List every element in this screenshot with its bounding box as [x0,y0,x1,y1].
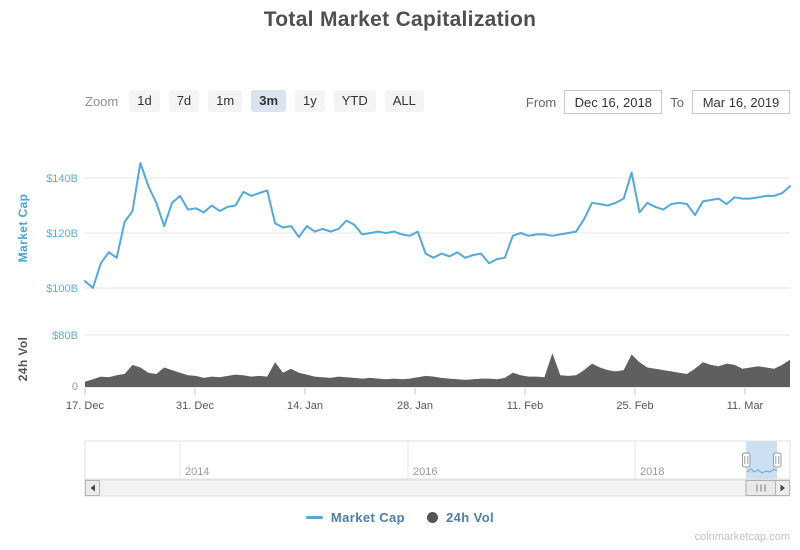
yaxis-label-140b: $140B [46,173,78,185]
zoom-button-1y[interactable]: 1y [295,90,325,113]
watermark: coinmarketcap.com [694,531,790,543]
legend-item-market-cap[interactable]: Market Cap [305,510,405,525]
legend-label-24h-vol: 24h Vol [446,510,495,525]
to-date-input[interactable] [692,90,790,114]
xaxis-label-31dec: 31. Dec [176,400,214,412]
zoom-label: Zoom [85,93,119,109]
scrollbar-right-button[interactable] [775,480,790,496]
legend-label-market-cap: Market Cap [330,510,405,525]
navigator-label-2014: 2014 [185,466,209,478]
from-date-input[interactable] [564,90,663,114]
navigator-left-handle[interactable] [742,452,751,468]
legend: Market Cap 24h Vol [0,510,800,525]
zoom-button-1m[interactable]: 1m [208,90,243,113]
zoom-button-ytd[interactable]: YTD [333,90,376,113]
navigator-right-handle[interactable] [773,452,782,468]
xaxis-label-28jan: 28. Jan [397,400,433,412]
yaxis-label-80b: $80B [52,330,78,342]
navigator-label-2016: 2016 [413,466,437,478]
volume-dot-icon [427,512,438,523]
scrollbar-left-button[interactable] [85,480,100,496]
scrollbar[interactable] [84,479,791,497]
navigator-track[interactable] [84,440,791,480]
marketcap-gridlines [85,177,790,289]
plot-area[interactable] [85,140,790,387]
xaxis-label-11feb: 11. Feb [507,400,544,412]
to-label: To [670,94,684,110]
scrollbar-right-arrow-icon [780,484,785,492]
volume-axis-title: 24h Vol [16,337,30,382]
scrollbar-thumb[interactable] [745,480,777,496]
page-title: Total Market Capitalization [263,8,537,31]
marketcap-axis-title: Market Cap [16,194,30,263]
navigator-series-preview [746,468,778,474]
zoom-button-1d[interactable]: 1d [129,90,160,113]
yaxis-label-120b: $120B [46,228,78,240]
scrollbar-track[interactable] [84,479,791,497]
xaxis-label-25feb: 25. Feb [616,400,653,412]
yaxis-label-100b: $100B [46,283,78,295]
zoom-button-7d[interactable]: 7d [168,90,200,113]
legend-item-24h-vol[interactable]: 24h Vol [427,510,494,525]
zoom-button-3m[interactable]: 3m [251,90,287,113]
navigator-label-2018: 2018 [640,466,664,478]
scrollbar-left-arrow-icon [90,484,95,492]
navigator[interactable]: 2014 2016 2018 [84,440,791,480]
xaxis-label-14jan: 14. Jan [287,400,323,412]
from-label: From [525,94,557,110]
marketcap-line-series [84,161,791,289]
scrollbar-thumb-grip-icon [756,484,766,492]
marketcap-line-icon [305,516,323,519]
xaxis-ticks [84,388,746,395]
yaxis-label-0: 0 [72,381,78,393]
zoom-button-all[interactable]: ALL [384,90,424,113]
xaxis-label-17dec: 17. Dec [66,400,104,412]
volume-area-series [85,353,790,387]
zoom-button-group: Zoom 1d 7d 1m 3m 1y YTD ALL [85,90,424,113]
date-range-inputs: From To [526,90,790,114]
range-selector: Zoom 1d 7d 1m 3m 1y YTD ALL From To [85,90,790,116]
xaxis-label-11mar: 11. Mar [727,400,764,412]
